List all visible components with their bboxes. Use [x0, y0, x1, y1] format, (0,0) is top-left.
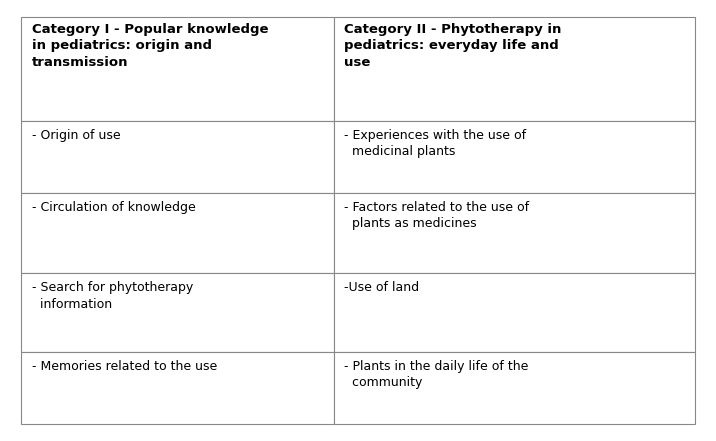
Bar	[21, 17, 334, 121]
Text: - Factors related to the use of
  plants as medicines: - Factors related to the use of plants a…	[344, 201, 530, 230]
Bar	[334, 121, 695, 193]
Text: - Origin of use: - Origin of use	[32, 129, 120, 142]
Bar	[21, 273, 334, 352]
Text: - Plants in the daily life of the
  community: - Plants in the daily life of the commun…	[344, 360, 529, 389]
Text: - Memories related to the use: - Memories related to the use	[32, 360, 217, 373]
Text: - Circulation of knowledge: - Circulation of knowledge	[32, 201, 195, 214]
Bar	[21, 121, 334, 193]
Bar	[334, 193, 695, 273]
Text: Category I - Popular knowledge
in pediatrics: origin and
transmission: Category I - Popular knowledge in pediat…	[32, 22, 268, 69]
Bar	[334, 17, 695, 121]
Bar	[334, 273, 695, 352]
Text: - Experiences with the use of
  medicinal plants: - Experiences with the use of medicinal …	[344, 129, 526, 158]
Bar	[21, 352, 334, 424]
Text: Category II - Phytotherapy in
pediatrics: everyday life and
use: Category II - Phytotherapy in pediatrics…	[344, 22, 562, 69]
Bar	[334, 352, 695, 424]
Text: -Use of land: -Use of land	[344, 281, 420, 294]
Bar	[21, 193, 334, 273]
Text: - Search for phytotherapy
  information: - Search for phytotherapy information	[32, 281, 193, 311]
